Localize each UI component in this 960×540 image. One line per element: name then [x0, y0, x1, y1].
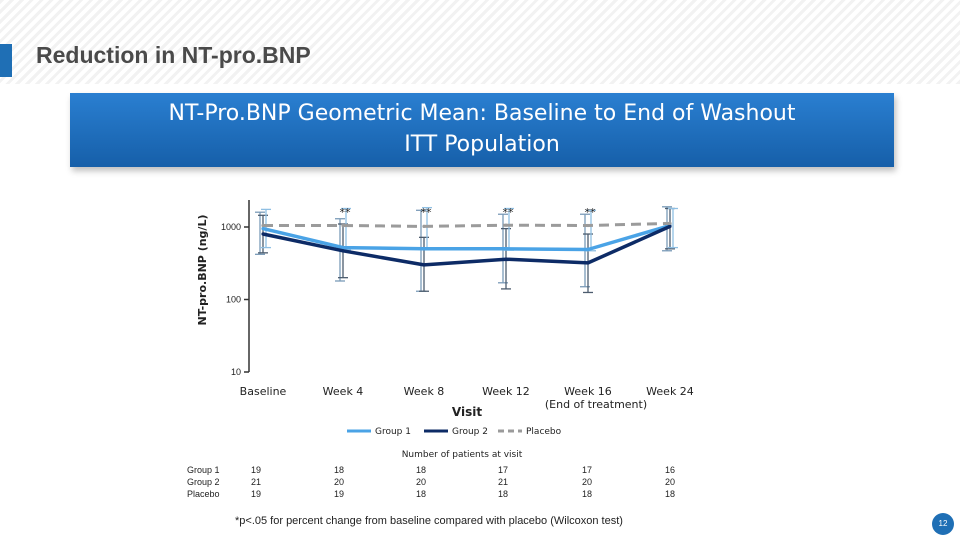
series-line-group-2: [262, 224, 671, 267]
table-cell: 17: [582, 465, 593, 475]
data-point: [504, 247, 508, 251]
y-tick-label: 100: [226, 295, 241, 305]
data-point: [586, 247, 590, 252]
table-cell: 18: [416, 489, 427, 499]
data-point: [261, 223, 265, 228]
table-cell: 19: [251, 489, 262, 499]
legend-label: Group 2: [452, 427, 488, 437]
data-point: [261, 227, 265, 231]
patients-table-title: Number of patients at visit: [402, 450, 523, 460]
data-point: [668, 224, 672, 228]
x-tick-label: Week 12: [482, 385, 530, 398]
significance-marker: **: [421, 206, 433, 219]
y-tick-label: 10: [231, 367, 241, 377]
table-cell: 20: [334, 477, 345, 487]
chart-title-banner: NT-Pro.BNP Geometric Mean: Baseline to E…: [70, 93, 894, 167]
data-point: [504, 257, 508, 261]
table-cell: 16: [665, 465, 676, 475]
y-tick-label: 1000: [221, 222, 241, 232]
data-point: [586, 261, 590, 265]
title-accent-bar: [0, 44, 12, 77]
table-cell: 18: [416, 465, 427, 475]
x-axis-label: Visit: [452, 405, 482, 419]
table-cell: 20: [582, 477, 593, 487]
series-line-group-1: [262, 223, 671, 252]
table-cell: 20: [416, 477, 427, 487]
data-point: [341, 223, 345, 228]
table-row-label: Group 1: [187, 465, 220, 475]
significance-marker: **: [503, 206, 515, 219]
data-point: [341, 245, 345, 250]
page-number: 12: [932, 513, 954, 535]
table-cell: 17: [498, 465, 509, 475]
x-tick-note: (End of treatment): [545, 398, 647, 411]
table-cell: 18: [665, 489, 676, 499]
data-point: [504, 223, 508, 227]
x-tick-label: Week 4: [323, 385, 364, 398]
series-line-placebo: [263, 221, 671, 228]
x-tick-label: Week 8: [404, 385, 445, 398]
x-tick-label: Week 16: [564, 385, 612, 398]
data-point: [261, 232, 265, 236]
footnote: *p<.05 for percent change from baseline …: [235, 515, 623, 527]
chart-title-line-1: NT-Pro.BNP Geometric Mean: Baseline to E…: [168, 101, 796, 126]
table-cell: 18: [498, 489, 509, 499]
data-point: [341, 249, 345, 253]
data-point: [422, 247, 426, 251]
header-band: [0, 0, 960, 84]
table-cell: 19: [251, 465, 262, 475]
legend-label: Group 1: [375, 427, 411, 437]
x-tick-label: Week 24: [646, 385, 694, 398]
legend-label: Placebo: [526, 427, 562, 437]
table-cell: 19: [334, 489, 345, 499]
slide-title: Reduction in NT-pro.BNP: [36, 42, 311, 68]
chart-title-line-2: ITT Population: [404, 132, 560, 157]
table-cell: 18: [334, 465, 345, 475]
y-axis-label: NT-pro.BNP (ng/L): [196, 215, 209, 326]
data-point: [422, 263, 426, 267]
data-point: [586, 223, 590, 228]
table-row-label: Placebo: [187, 489, 220, 499]
table-cell: 20: [665, 477, 676, 487]
table-cell: 18: [582, 489, 593, 499]
data-point: [422, 224, 426, 228]
table-cell: 21: [251, 477, 262, 487]
table-cell: 21: [498, 477, 509, 487]
significance-marker: **: [585, 206, 597, 219]
significance-marker: **: [340, 206, 352, 219]
table-row-label: Group 2: [187, 477, 220, 487]
data-point: [668, 221, 672, 226]
x-tick-label: Baseline: [240, 385, 287, 398]
